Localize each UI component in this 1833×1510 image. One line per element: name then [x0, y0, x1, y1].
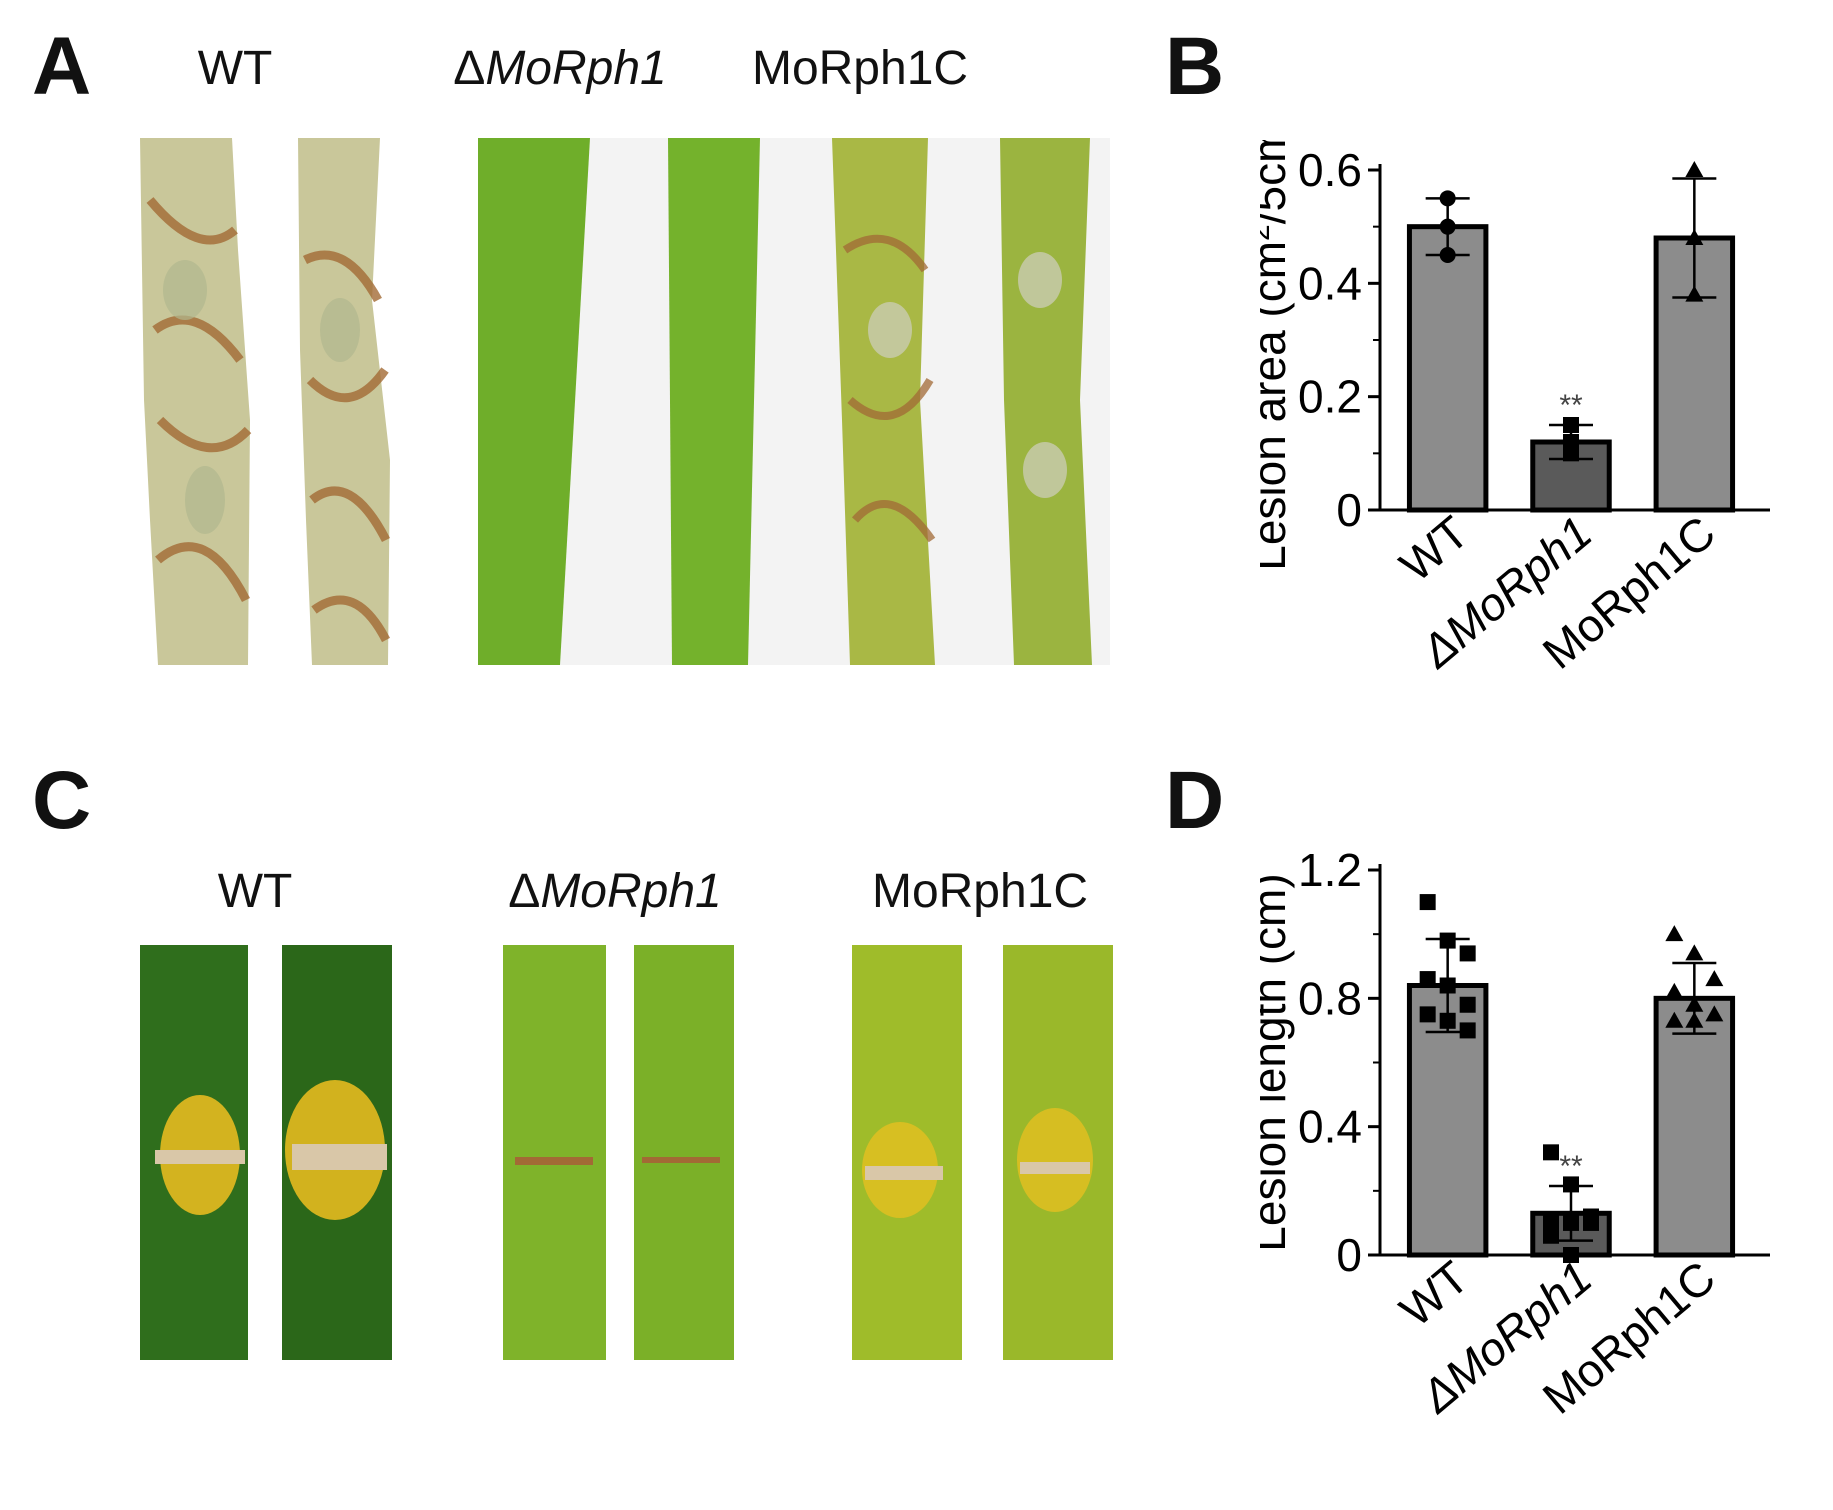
- data-point: [1705, 970, 1724, 987]
- x-tick-label: WT: [1390, 1251, 1478, 1337]
- panel-a-label-wt: WT: [120, 45, 350, 93]
- data-point: [1685, 161, 1704, 177]
- wt-punch-leaves: [140, 945, 392, 1360]
- data-point: [1583, 1214, 1599, 1231]
- label-name: MoRph1: [540, 865, 722, 918]
- y-tick-label: 1.2: [1298, 844, 1362, 896]
- bar: [1653, 995, 1736, 1258]
- bar: [1406, 224, 1489, 513]
- label-name: MoRph1C: [751, 42, 969, 95]
- y-axis-label-text: Lesion area (cm: [1260, 241, 1295, 571]
- y-axis-label-text: /5cm): [1260, 140, 1295, 224]
- label-prefix: Δ: [508, 865, 541, 918]
- label-prefix: Δ: [453, 42, 486, 95]
- data-point: [1419, 971, 1436, 988]
- complement-punch-leaves: [852, 945, 1113, 1360]
- data-point: [1459, 945, 1476, 962]
- data-point: [1439, 1012, 1456, 1029]
- y-axis-label: Lesion length (cm): [1260, 873, 1295, 1251]
- panel-c-label-wt: WT: [140, 868, 370, 916]
- data-point: [1419, 1006, 1436, 1023]
- panel-a-label-mutant: ΔMoRph1: [400, 45, 720, 93]
- data-point: [1665, 925, 1684, 942]
- label-name: WT: [197, 42, 273, 95]
- data-point: [1563, 1214, 1579, 1231]
- data-point: [1563, 445, 1579, 462]
- panel-c-label-mutant: ΔMoRph1: [455, 868, 775, 916]
- significance-label: **: [1559, 389, 1583, 422]
- data-point: [1563, 417, 1579, 433]
- wt-spray-leaf-1: [140, 138, 252, 665]
- data-point: [1563, 1247, 1579, 1263]
- y-axis-label-sup: 2: [1260, 224, 1276, 241]
- data-point: [1543, 1227, 1559, 1244]
- data-point: [1419, 894, 1436, 911]
- x-tick-label: WT: [1390, 506, 1478, 592]
- data-point: [1543, 1144, 1559, 1161]
- data-point: [1685, 995, 1704, 1012]
- wt-spray-leaf-2: [298, 138, 391, 665]
- label-name: MoRph1: [485, 42, 667, 95]
- data-point: [1439, 977, 1456, 994]
- complement-spray-leaf: [830, 138, 1110, 665]
- data-point: [1705, 1005, 1724, 1022]
- label-name: MoRph1C: [871, 865, 1089, 918]
- y-tick-label: 0: [1336, 484, 1362, 536]
- data-point: [1685, 229, 1704, 245]
- panel-c-label-complement: MoRph1C: [820, 868, 1140, 916]
- data-point: [1459, 1022, 1476, 1039]
- y-tick-label: 0.8: [1298, 972, 1362, 1024]
- mutant-punch-leaves: [503, 945, 734, 1360]
- data-point: [1543, 1214, 1559, 1231]
- panel-letter-d: D: [1165, 755, 1225, 846]
- data-point: [1459, 996, 1476, 1013]
- y-tick-label: 0.6: [1298, 144, 1362, 196]
- data-point: [1685, 1011, 1704, 1028]
- y-tick-label: 0.4: [1298, 257, 1362, 309]
- y-tick-label: 0.2: [1298, 371, 1362, 423]
- data-point: [1685, 944, 1704, 961]
- data-point: [1563, 1176, 1579, 1193]
- data-point: [1685, 285, 1704, 302]
- data-point: [1665, 982, 1684, 999]
- y-tick-label: 0: [1336, 1229, 1362, 1281]
- data-point: [1439, 247, 1456, 263]
- y-axis-label-text: Lesion length (cm): [1260, 873, 1295, 1251]
- y-tick-label: 0.4: [1298, 1101, 1362, 1153]
- data-point: [1439, 218, 1456, 235]
- label-name: WT: [217, 865, 293, 918]
- significance-label: **: [1559, 1150, 1583, 1183]
- panel-letter-c: C: [32, 755, 92, 846]
- panel-letter-b: B: [1165, 21, 1225, 112]
- data-point: [1665, 1011, 1684, 1028]
- data-point: [1439, 190, 1456, 207]
- panel-letter-a: A: [32, 21, 92, 112]
- data-point: [1439, 932, 1456, 949]
- y-axis-label: Lesion area (cm2/5cm): [1260, 140, 1295, 571]
- panel-a-label-complement: MoRph1C: [700, 45, 1020, 93]
